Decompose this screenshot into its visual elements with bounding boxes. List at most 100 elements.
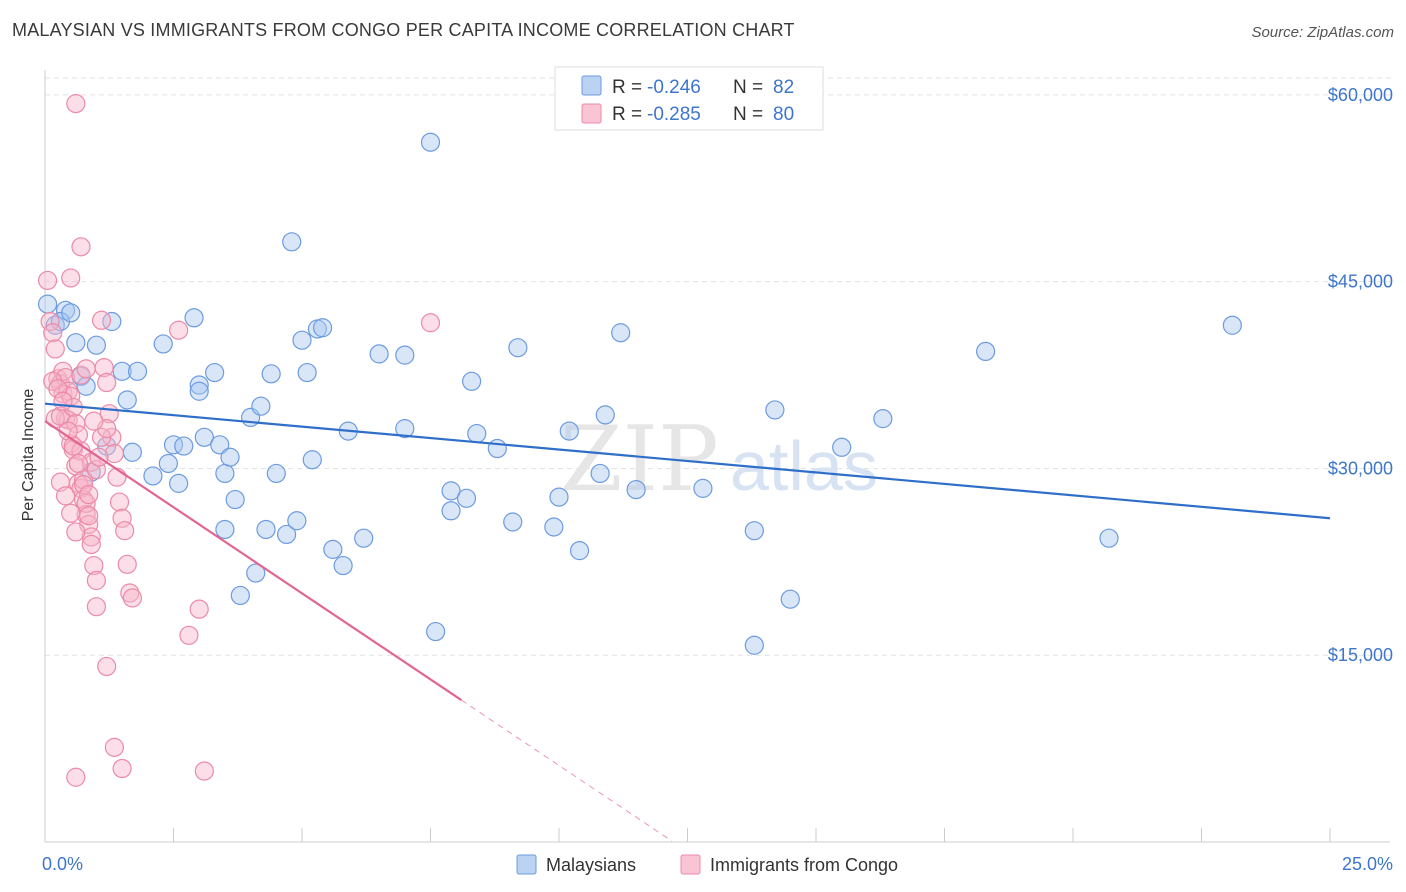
- point-congo-20: [91, 310, 112, 330]
- point-congo-65: [76, 359, 96, 379]
- legend-label-malaysians: Malaysians: [546, 855, 636, 875]
- point-malaysians-61: [508, 338, 528, 358]
- point-congo-75: [68, 453, 89, 474]
- point-malaysians-56: [456, 488, 477, 508]
- legend-r-value-1: -0.285: [647, 104, 701, 125]
- point-congo-17: [81, 527, 101, 547]
- point-malaysians-5: [66, 333, 86, 353]
- legend-r-value-0: -0.246: [647, 77, 701, 98]
- point-congo-40: [179, 625, 199, 645]
- point-malaysians-24: [205, 362, 225, 383]
- point-congo-26: [107, 467, 127, 487]
- legend-n-label-1: N =: [733, 104, 763, 125]
- point-malaysians-14: [122, 442, 142, 462]
- y-tick-label-2: $45,000: [1328, 272, 1393, 292]
- x-tick-label-1: 25.0%: [1342, 854, 1393, 874]
- source-note: Source: ZipAtlas.com: [1251, 24, 1394, 41]
- point-congo-62: [61, 503, 81, 523]
- point-malaysians-7: [86, 335, 107, 355]
- trend-line-extension-congo: [461, 699, 673, 842]
- x-tick-labels: 0.0% 25.0%: [42, 854, 1393, 874]
- point-malaysians-57: [462, 371, 482, 391]
- stats-legend: R = -0.246 N = 82 R = -0.285 N = 80: [554, 66, 824, 131]
- legend-r-label-0: R =: [612, 77, 642, 98]
- point-malaysians-72: [744, 521, 764, 541]
- point-malaysians-50: [395, 345, 415, 365]
- point-malaysians-21: [189, 375, 209, 395]
- point-congo-37: [61, 268, 81, 288]
- point-congo-41: [189, 599, 209, 619]
- point-malaysians-58: [467, 423, 487, 444]
- x-tick-label-0: 0.0%: [42, 854, 83, 874]
- point-malaysians-10: [117, 390, 137, 410]
- point-congo-76: [73, 475, 94, 495]
- point-malaysians-41: [297, 362, 317, 383]
- legend-swatch-malaysians: [581, 75, 602, 96]
- point-malaysians-81: [184, 308, 204, 328]
- point-congo-22: [97, 372, 117, 393]
- point-congo-58: [81, 534, 101, 555]
- point-malaysians-77: [976, 341, 996, 362]
- point-congo-72: [53, 391, 73, 411]
- point-malaysians-38: [282, 232, 302, 252]
- point-congo-33: [97, 656, 117, 677]
- point-malaysians-53: [426, 621, 446, 642]
- legend-swatch-congo-bottom: [680, 854, 701, 875]
- point-malaysians-69: [626, 480, 646, 500]
- point-malaysians-54: [441, 481, 461, 501]
- point-malaysians-20: [174, 436, 194, 456]
- point-malaysians-13: [127, 361, 148, 381]
- point-congo-3: [45, 339, 65, 359]
- point-congo-43: [112, 758, 132, 779]
- y-tick-labels: $15,000 $30,000 $45,000 $60,000: [1328, 85, 1393, 665]
- point-congo-63: [66, 522, 86, 542]
- point-malaysians-34: [256, 519, 276, 540]
- point-malaysians-75: [832, 437, 852, 457]
- legend-swatch-malaysians-bottom: [516, 854, 537, 875]
- point-malaysians-1: [45, 315, 65, 335]
- series-congo-points: [37, 94, 441, 787]
- point-congo-64: [71, 365, 91, 385]
- point-malaysians-23: [194, 427, 214, 447]
- point-malaysians-26: [215, 463, 235, 484]
- point-congo-18: [84, 555, 104, 576]
- point-congo-39: [420, 313, 441, 333]
- point-malaysians-66: [590, 463, 610, 484]
- point-malaysians-32: [251, 396, 271, 416]
- point-malaysians-35: [261, 364, 281, 384]
- point-malaysians-78: [1099, 528, 1119, 548]
- point-malaysians-0: [37, 294, 58, 314]
- point-congo-2: [43, 323, 63, 343]
- point-malaysians-17: [163, 435, 184, 455]
- point-malaysians-19: [169, 473, 189, 493]
- watermark-zip: ZIP: [560, 407, 719, 512]
- watermark: ZIP atlas: [560, 407, 878, 512]
- point-congo-44: [66, 767, 86, 787]
- point-malaysians-76: [873, 409, 893, 429]
- point-malaysians-29: [215, 519, 235, 540]
- point-malaysians-18: [158, 453, 178, 474]
- point-congo-1: [40, 311, 60, 332]
- point-malaysians-11: [112, 361, 132, 381]
- y-axis-title: Per Capita Income: [20, 389, 37, 522]
- point-malaysians-62: [544, 517, 564, 537]
- point-congo-38: [169, 320, 189, 340]
- point-congo-35: [66, 94, 86, 114]
- point-malaysians-27: [220, 447, 240, 467]
- legend-label-congo: Immigrants from Congo: [710, 855, 898, 875]
- point-malaysians-74: [780, 589, 800, 609]
- point-congo-36: [71, 237, 91, 257]
- point-malaysians-64: [559, 421, 579, 441]
- point-malaysians-48: [354, 528, 374, 548]
- point-malaysians-12: [153, 334, 173, 354]
- point-congo-29: [115, 521, 135, 541]
- point-malaysians-36: [266, 463, 286, 484]
- point-malaysians-51: [395, 419, 415, 439]
- point-congo-77: [79, 485, 99, 505]
- legend-swatch-congo: [581, 103, 602, 124]
- point-congo-61: [55, 486, 76, 506]
- point-congo-57: [79, 506, 99, 526]
- point-malaysians-40: [292, 330, 312, 350]
- series-legend: Malaysians Immigrants from Congo: [516, 854, 898, 875]
- point-malaysians-33: [246, 563, 266, 583]
